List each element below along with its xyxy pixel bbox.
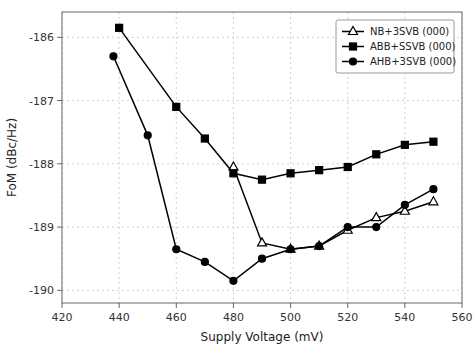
point [173,103,180,110]
point [201,258,208,265]
point [429,197,438,205]
point [259,176,266,183]
legend-marker [350,43,357,50]
point [316,243,323,250]
point [401,201,408,208]
legend-marker [350,58,357,65]
point [287,246,294,253]
tick-label: -188 [29,158,54,171]
legend-label: ABB+SSVB (000) [370,41,456,52]
point [259,255,266,262]
tick-label: -189 [29,221,54,234]
tick [57,163,62,164]
point [344,224,351,231]
tick [119,303,120,308]
tick [404,303,405,308]
plot-frame [62,12,462,303]
point [373,224,380,231]
tick [290,303,291,308]
grid-line [62,100,462,101]
point [287,170,294,177]
point [173,246,180,253]
tick-label: 560 [452,311,473,324]
point [401,141,408,148]
point [258,238,267,246]
tick [62,303,63,308]
tick-label: -190 [29,284,54,297]
legend-marker [349,27,358,35]
tick [57,290,62,291]
legend: NB+3SVB (000) ABB+SSVB (000) AHB+3SVB (000… [336,20,456,73]
point [315,241,324,249]
grid-line [62,227,462,228]
point [344,163,351,170]
grid-line [290,12,291,303]
grid-line [176,12,177,303]
point [316,167,323,174]
point [116,24,123,31]
tick-label: 500 [280,311,301,324]
grid-line [62,290,462,291]
tick-label: 480 [223,311,244,324]
tick-label: 460 [166,311,187,324]
tick [233,303,234,308]
point [110,53,117,60]
legend-label: AHB+3SVB (000) [370,56,456,67]
point [230,170,237,177]
series [110,53,437,285]
point [373,151,380,158]
chart: 420 440 460 480 500 520 540 560 -190 -189 -188 -187… [0,0,474,349]
tick-label: 420 [52,311,73,324]
tick [462,303,463,308]
tick-label: -187 [29,95,54,108]
point [372,213,381,221]
grid-line [119,12,120,303]
tick-label: 440 [109,311,130,324]
tick-label: -186 [29,31,54,44]
point [430,186,437,193]
tick [57,227,62,228]
x-axis-label: Supply Voltage (mV) [201,330,324,344]
series [229,162,438,252]
tick [57,37,62,38]
tick-label: 540 [394,311,415,324]
y-axis-label: FoM (dBc/Hz) [5,118,19,197]
background [0,0,474,349]
grid [62,12,462,303]
point [430,138,437,145]
tick [176,303,177,308]
legend-label: NB+3SVB (000) [370,26,449,37]
tick [57,100,62,101]
grid-line [62,163,462,164]
tick-label: 520 [337,311,358,324]
grid-line [233,12,234,303]
axes: 420 440 460 480 500 520 540 560 -190 -189 -188 -187… [29,12,472,324]
point [144,132,151,139]
line [113,56,433,281]
point [230,277,237,284]
point [286,244,295,252]
tick [347,303,348,308]
point [201,135,208,142]
